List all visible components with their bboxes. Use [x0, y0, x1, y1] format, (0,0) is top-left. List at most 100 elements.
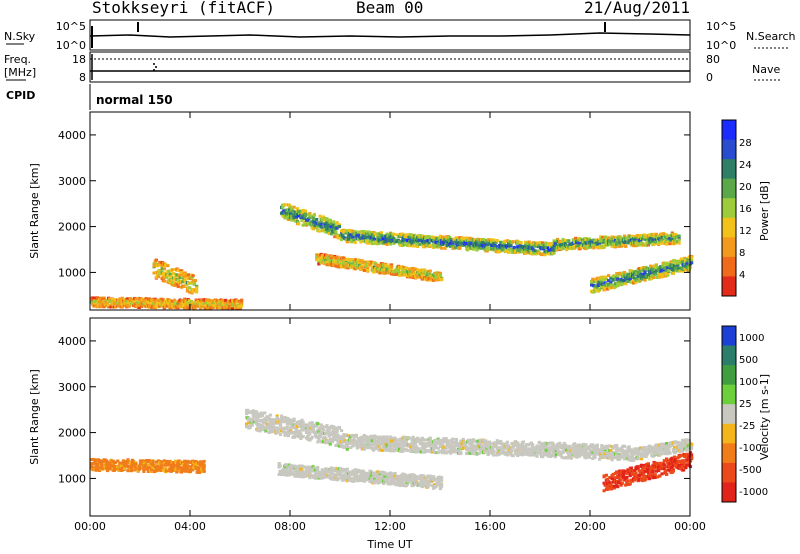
range-cell [345, 240, 349, 244]
range-cell [530, 246, 535, 250]
range-cell [463, 443, 468, 447]
range-cell [176, 285, 180, 289]
range-cell [552, 248, 556, 252]
range-cell [311, 215, 315, 219]
range-cell [186, 306, 190, 310]
range-cell [132, 299, 136, 303]
range-cell [672, 259, 677, 263]
range-cell [350, 438, 354, 442]
range-cell [346, 266, 351, 270]
range-cell [603, 275, 607, 279]
range-cell [640, 266, 644, 270]
range-cell [393, 436, 397, 440]
range-cell [537, 447, 541, 451]
range-cell [160, 267, 164, 271]
range-cell [240, 299, 244, 303]
range-cell [597, 457, 602, 461]
range-cell [229, 303, 233, 307]
range-cell [203, 304, 207, 308]
range-cell [368, 445, 372, 449]
range-cell [329, 424, 334, 428]
range-cell [116, 301, 120, 305]
range-cell [384, 442, 388, 446]
range-cell [418, 242, 422, 246]
range-cell [434, 446, 438, 450]
range-cell [320, 254, 324, 258]
range-cell [535, 444, 539, 448]
range-cell [420, 240, 424, 244]
range-cell [569, 456, 573, 460]
range-cell [186, 273, 191, 277]
range-cell [663, 266, 668, 270]
range-cell [660, 275, 664, 279]
range-cell [297, 424, 301, 428]
range-cell [594, 279, 598, 283]
range-cell [320, 426, 324, 430]
range-cell [426, 278, 430, 282]
range-cell [141, 303, 145, 307]
range-cell [485, 447, 489, 451]
range-cell [659, 445, 663, 449]
range-cell [501, 248, 505, 252]
range-cell [505, 239, 510, 243]
range-cell [190, 291, 194, 295]
range-cell [395, 438, 399, 442]
range-cell [551, 442, 555, 446]
range-cell [173, 268, 177, 272]
range-cell [184, 273, 188, 277]
range-cell [409, 233, 413, 237]
range-cell [300, 418, 304, 422]
range-cell [617, 241, 621, 245]
range-cell [102, 305, 106, 309]
range-cell [224, 298, 228, 302]
range-cell [323, 216, 327, 220]
range-cell [641, 275, 645, 279]
colorbar-swatch [722, 120, 736, 141]
range-cell [327, 224, 331, 228]
range-cell [653, 448, 657, 452]
range-cell [435, 271, 439, 275]
range-cell [453, 442, 457, 446]
range-cell [324, 432, 328, 436]
range-cell [261, 425, 266, 429]
range-cell [547, 449, 552, 453]
range-cell [505, 440, 510, 444]
range-cell [245, 425, 249, 429]
range-cell [332, 428, 336, 432]
range-cell [311, 427, 315, 431]
range-cell [670, 238, 674, 242]
range-cell [482, 238, 486, 242]
range-cell [278, 433, 283, 437]
range-cell [412, 449, 416, 453]
range-cell [376, 436, 380, 440]
range-cell [529, 244, 533, 248]
range-cell [413, 244, 418, 248]
range-cell [586, 246, 590, 250]
range-cell [685, 262, 689, 266]
range-cell [642, 447, 646, 451]
range-cell [362, 433, 366, 437]
range-cell [651, 266, 655, 270]
range-cell [427, 442, 431, 446]
range-cell [296, 214, 301, 218]
range-cell [183, 279, 187, 283]
range-cell [338, 233, 343, 237]
cpid-value: normal 150 [96, 93, 173, 107]
range-cell [541, 455, 545, 459]
range-cell [611, 446, 615, 450]
range-cell [430, 450, 435, 454]
range-cell [301, 435, 305, 439]
range-cell [555, 448, 560, 452]
range-cell [687, 268, 691, 272]
range-cell [471, 438, 476, 442]
range-cell [281, 417, 285, 421]
range-cell [277, 427, 281, 431]
range-cell [665, 269, 669, 273]
range-cell [570, 446, 574, 450]
range-cell [554, 244, 558, 248]
range-cell [278, 424, 283, 428]
range-cell [595, 277, 599, 281]
range-cell [248, 426, 252, 430]
range-cell [597, 280, 602, 284]
range-cell [603, 244, 607, 248]
